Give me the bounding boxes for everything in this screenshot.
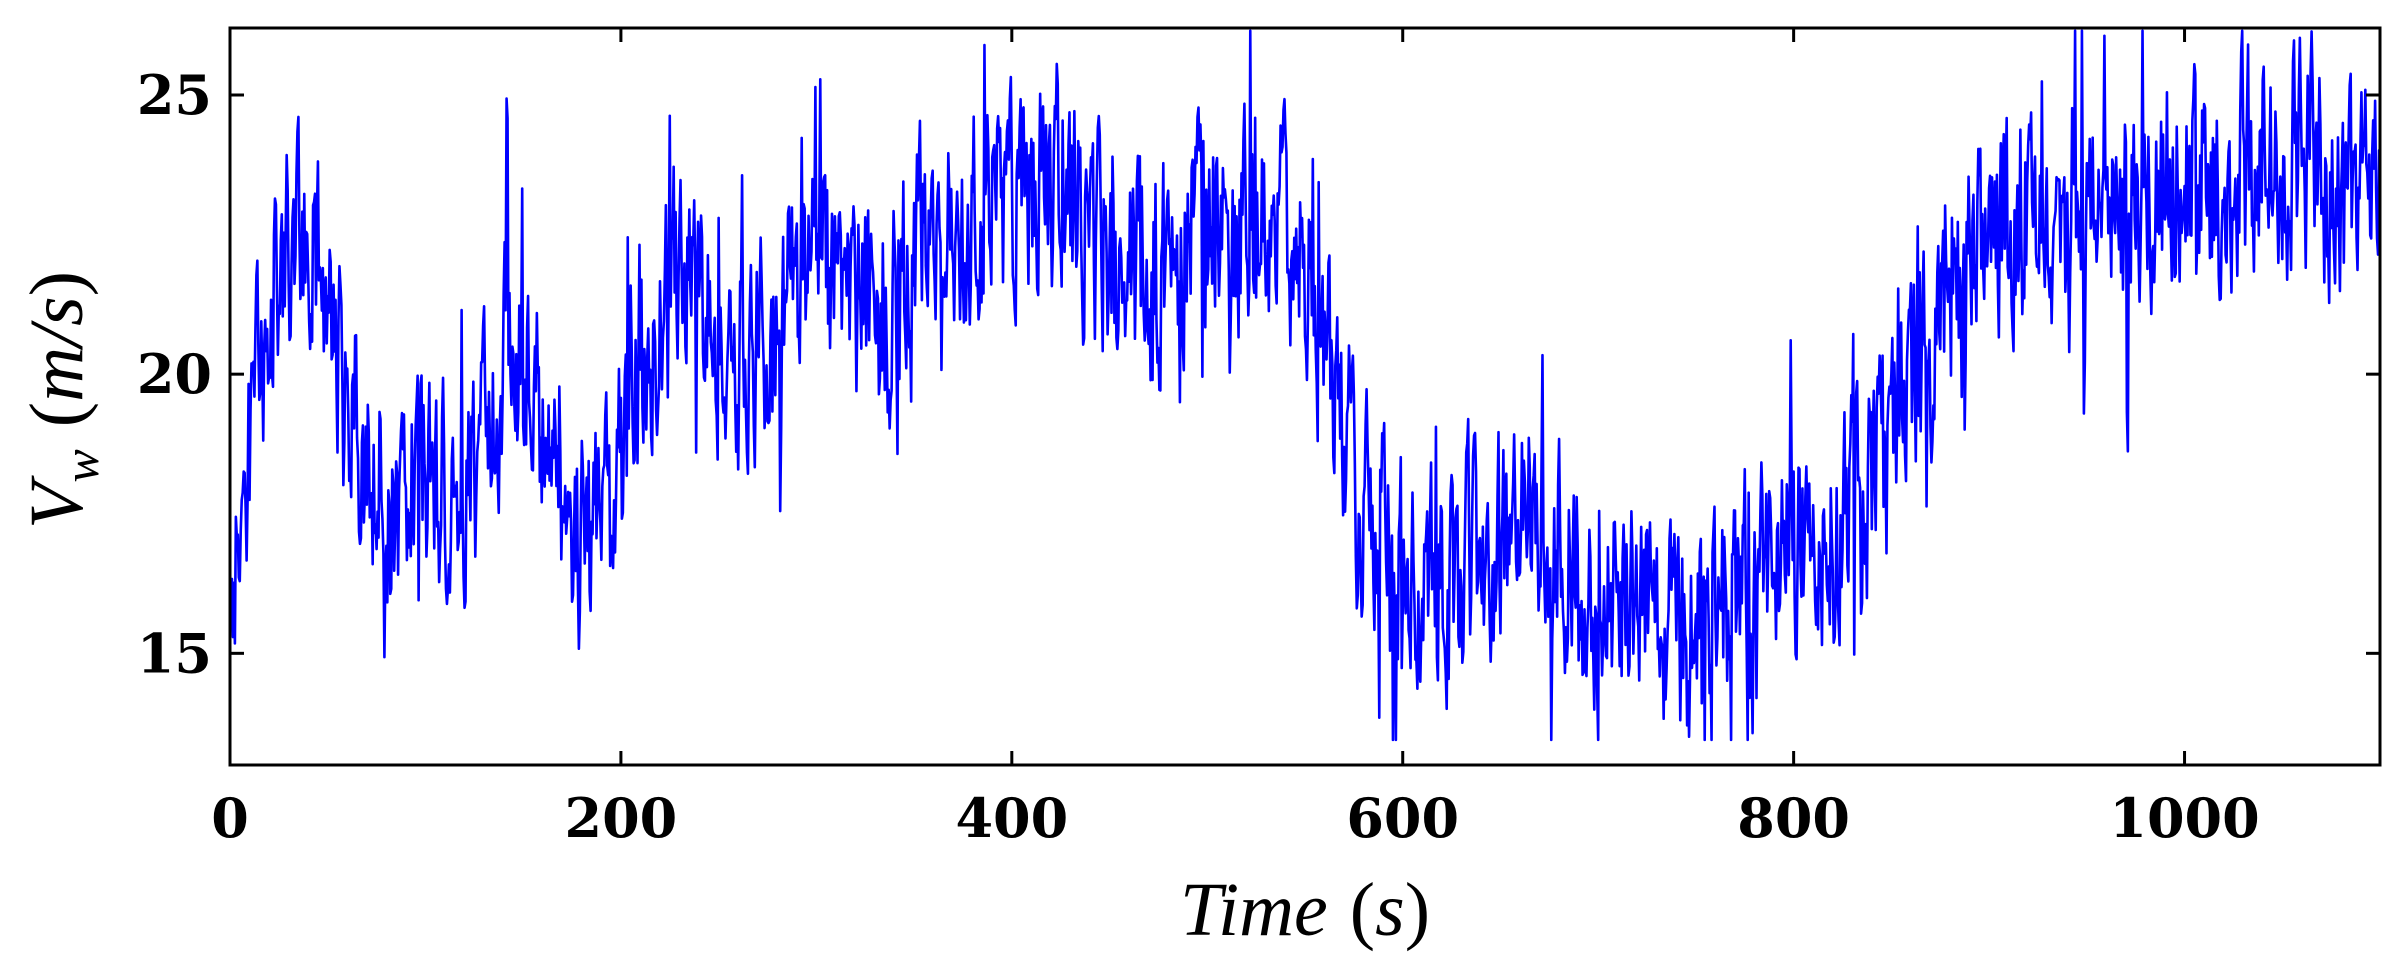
x-tick-label: 0: [211, 786, 249, 850]
plot-background: [230, 28, 2380, 765]
y-tick-label: 15: [137, 621, 212, 685]
wind-speed-series-line: [228, 29, 2382, 742]
x-tick-label: 600: [1346, 786, 1459, 850]
x-axis-label-paren-open: (: [1350, 868, 1375, 952]
x-axis-label-unit: s: [1375, 868, 1405, 952]
y-tick-label: 25: [137, 63, 212, 127]
series-layer: [228, 29, 2382, 742]
x-axis-ticks: 0 200 400 600 800 1000: [211, 28, 2260, 850]
plot-frame: [228, 26, 2382, 767]
y-tick-label: 20: [137, 342, 212, 406]
x-axis-label-paren-close: ): [1405, 868, 1430, 952]
y-axis-ticks: 15 20 25: [137, 63, 2380, 685]
y-axis-label-unit: m/s: [15, 296, 99, 402]
y-axis-label: Vw (m/s): [15, 271, 109, 529]
y-axis-label-subscript: w: [53, 449, 109, 482]
x-axis-label: Time (s): [1180, 868, 1430, 952]
x-axis-label-symbol: Time: [1180, 868, 1328, 952]
y-axis-label-paren-close: ): [15, 271, 99, 296]
x-tick-label: 200: [565, 786, 678, 850]
y-axis-label-paren-open: (: [15, 402, 99, 427]
x-tick-label: 400: [955, 786, 1068, 850]
x-tick-label: 800: [1737, 786, 1850, 850]
y-axis-label-symbol: V: [15, 475, 99, 529]
x-tick-label: 1000: [2109, 786, 2259, 850]
